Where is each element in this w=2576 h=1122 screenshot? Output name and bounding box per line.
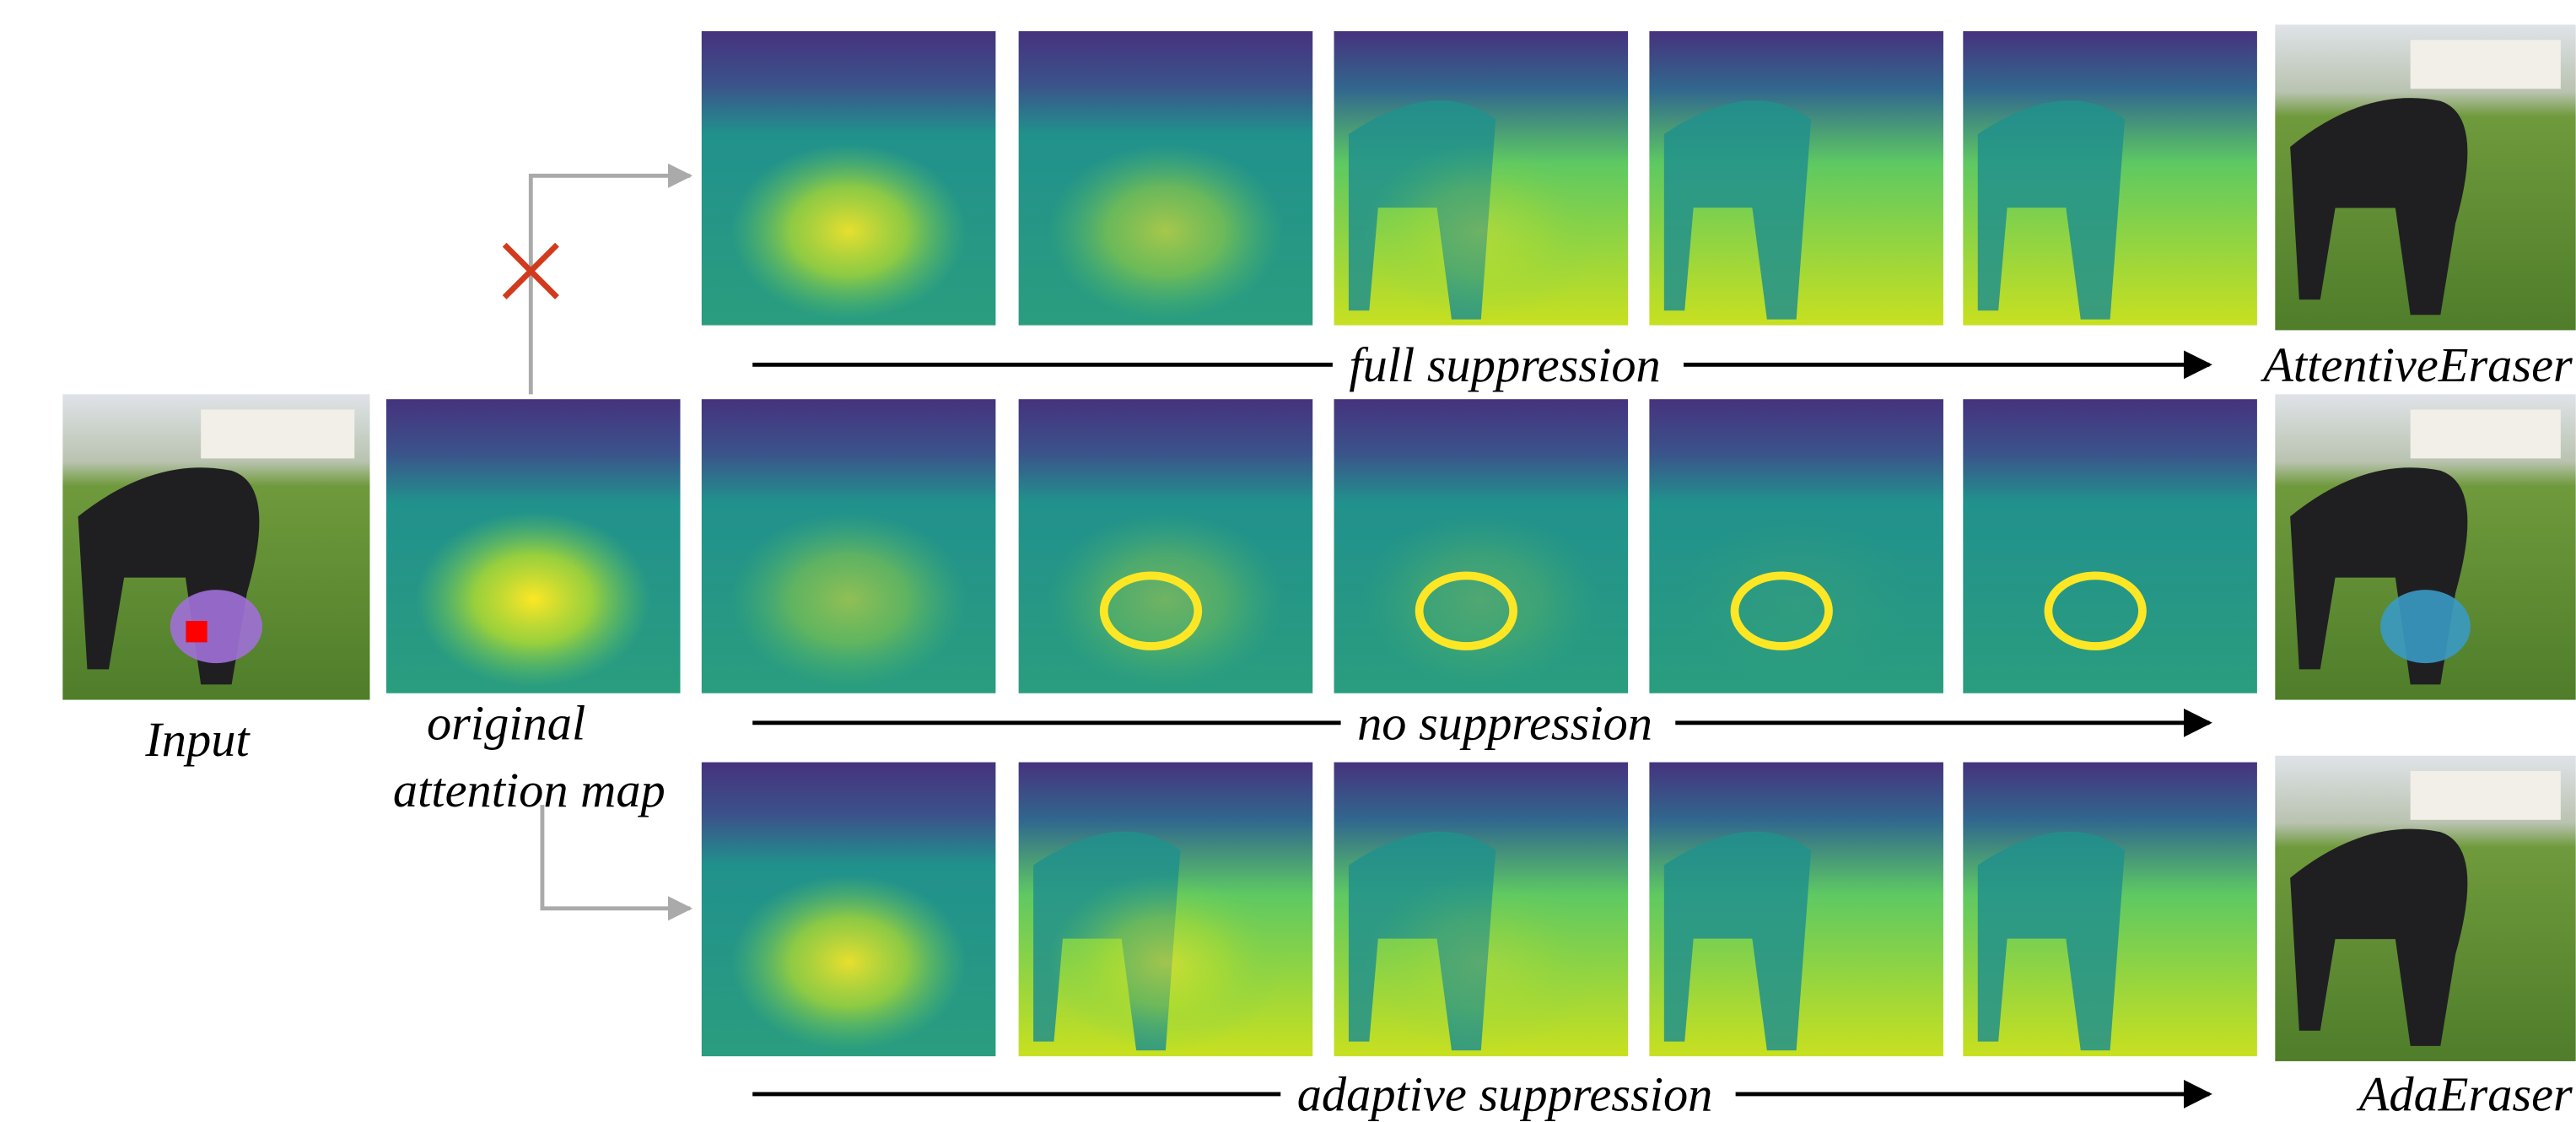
frisbee <box>170 590 262 663</box>
output-label: AttentiveEraser <box>2260 337 2573 392</box>
input-label: Input <box>144 712 251 767</box>
attention-blob <box>731 874 967 1050</box>
connector-arrow <box>542 805 690 909</box>
query-point <box>186 621 207 642</box>
row-caption: full suppression <box>1349 337 1660 392</box>
attention-label: original <box>427 695 585 750</box>
row-caption: no suppression <box>1357 695 1652 750</box>
house <box>2411 771 2561 820</box>
attention-blob <box>1363 511 1598 688</box>
house <box>201 409 354 458</box>
attention-blob <box>731 143 967 319</box>
figure: Input original attention map full suppre… <box>0 0 2576 1122</box>
attention-blob <box>731 511 967 688</box>
house <box>2411 409 2561 458</box>
attention-map <box>1963 399 2257 693</box>
attention-blob <box>1679 143 1914 319</box>
page: {"input_label": "Input", "attention_labe… <box>0 0 2576 1122</box>
attention-blob <box>1048 143 1284 319</box>
frisbee <box>2380 590 2471 663</box>
connector-arrow <box>531 175 690 394</box>
row-caption: adaptive suppression <box>1297 1066 1713 1121</box>
house <box>2411 40 2561 89</box>
attention-blob <box>1048 511 1284 688</box>
attention-blob <box>1048 874 1284 1050</box>
attention-blob <box>416 511 651 688</box>
attention-label: attention map <box>393 763 666 817</box>
image-grid <box>62 24 2575 1061</box>
attention-blob <box>1363 143 1598 319</box>
output-label: AdaEraser <box>2356 1066 2573 1121</box>
attention-blob <box>1363 874 1598 1050</box>
attention-blob <box>1679 511 1914 688</box>
